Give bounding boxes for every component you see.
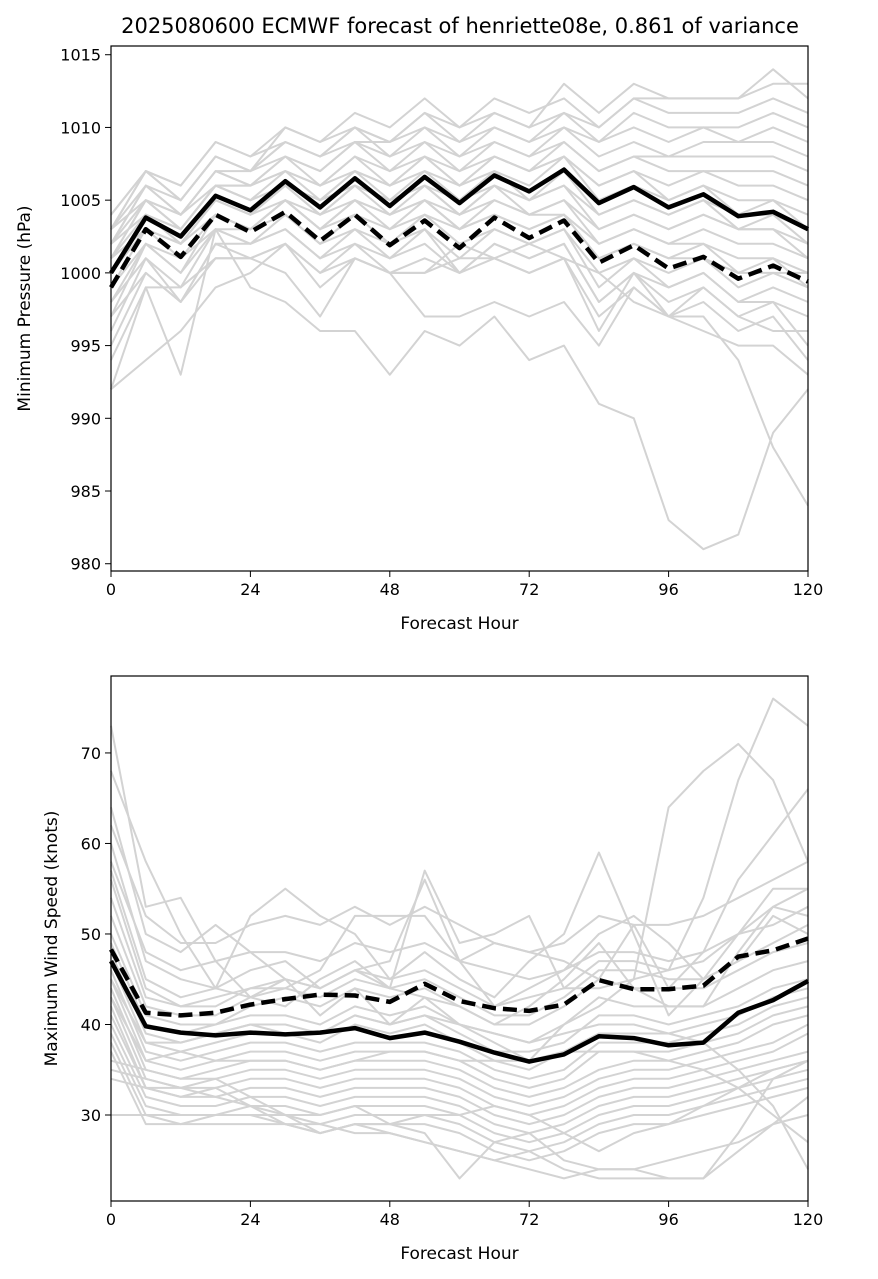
wind-panel: 0 24 48 72 96 120 30 40 50 60 70 Forecast Hour Max…	[42, 675, 824, 1264]
ensemble-member-line-3	[110, 843, 808, 1017]
solid-summary-line	[109, 960, 810, 1064]
pressure-summary-series	[109, 167, 810, 289]
ensemble-member-line-5	[110, 213, 809, 303]
ensemble-member-line-26	[110, 996, 809, 1143]
solid-summary-line	[109, 167, 810, 275]
y-tick-label: 60	[81, 834, 101, 853]
ensemble-member-line-27	[110, 978, 809, 1170]
ensemble-member-line-26	[110, 155, 809, 230]
ensemble-member-line-2	[110, 788, 809, 990]
wind-summary-series	[109, 936, 810, 1064]
ensemble-member-line-9	[110, 942, 809, 1044]
x-tick-label: 96	[658, 580, 678, 599]
pressure-panel: 0 24 48 72 96 120 980 985 990 995 1000 1005 1010 1015…	[15, 45, 823, 634]
ensemble-member-line-4	[110, 870, 809, 1026]
wind-y-axis-label: Maximum Wind Speed (knots)	[42, 811, 62, 1067]
y-tick-label: 40	[81, 1015, 101, 1034]
ensemble-member-line-6	[110, 887, 809, 1008]
y-tick-label: 1010	[60, 118, 101, 137]
x-tick-label: 0	[106, 1210, 116, 1229]
wind-x-axis-label: Forecast Hour	[400, 1244, 518, 1264]
y-tick-label: 30	[81, 1106, 101, 1125]
x-tick-label: 48	[380, 580, 400, 599]
wind-axis-ticks: 0 24 48 72 96 120 30 40 50 60 70	[81, 744, 824, 1229]
ensemble-member-line-25	[110, 184, 809, 260]
ensemble-member-line-29	[110, 825, 809, 954]
x-tick-label: 96	[658, 1210, 678, 1229]
y-tick-label: 1005	[60, 191, 101, 210]
ensemble-member-line-12	[110, 969, 809, 1080]
ensemble-member-line-28	[110, 861, 809, 981]
x-tick-label: 72	[519, 580, 539, 599]
y-tick-label: 50	[81, 925, 101, 944]
x-tick-label: 48	[380, 1210, 400, 1229]
pressure-ensemble-members	[110, 68, 809, 551]
x-tick-label: 24	[240, 580, 260, 599]
y-tick-label: 985	[70, 482, 101, 501]
x-tick-label: 120	[793, 580, 824, 599]
wind-ensemble-members	[110, 697, 809, 1180]
pressure-plot-frame	[110, 45, 809, 572]
y-tick-label: 1000	[60, 264, 101, 283]
ensemble-member-line-2	[110, 257, 809, 507]
y-tick-label: 1015	[60, 46, 101, 65]
x-tick-label: 24	[240, 1210, 260, 1229]
ensemble-member-line-27	[110, 199, 808, 274]
ensemble-member-line-14	[110, 987, 809, 1098]
ensemble-member-line-21	[110, 228, 809, 303]
pressure-axis-ticks: 0 24 48 72 96 120 980 985 990 995 1000 1005 1010 1015	[60, 46, 823, 599]
y-tick-label: 70	[81, 744, 101, 763]
dashed-summary-line	[109, 209, 809, 289]
ensemble-member-line-7	[110, 199, 809, 274]
ensemble-member-line-24	[110, 184, 809, 245]
ensemble-member-line-18	[110, 1024, 809, 1135]
wind-plot-frame	[110, 675, 809, 1202]
ensemble-member-line-23	[110, 242, 809, 361]
ensemble-member-line-21	[110, 1051, 809, 1162]
ensemble-member-line-7	[110, 915, 809, 1017]
x-tick-label: 120	[793, 1210, 824, 1229]
x-tick-label: 0	[106, 580, 116, 599]
y-tick-label: 995	[70, 337, 101, 356]
x-tick-label: 72	[519, 1210, 539, 1229]
y-tick-label: 990	[70, 409, 101, 428]
ensemble-member-line-17	[110, 97, 809, 230]
pressure-y-axis-label: Minimum Pressure (hPa)	[15, 205, 35, 411]
ensemble-member-line-0	[110, 725, 809, 1062]
pressure-x-axis-label: Forecast Hour	[400, 614, 518, 634]
chart-title: 2025080600 ECMWF forecast of henriette08…	[121, 14, 799, 38]
dashed-summary-line	[109, 936, 809, 1018]
ensemble-member-line-15	[110, 996, 809, 1107]
y-tick-label: 980	[70, 555, 101, 574]
ensemble-member-line-1	[110, 697, 809, 1008]
ensemble-member-line-1	[110, 228, 809, 551]
ensemble-member-line-25	[111, 1059, 809, 1153]
ensemble-member-line-24	[110, 1077, 809, 1180]
